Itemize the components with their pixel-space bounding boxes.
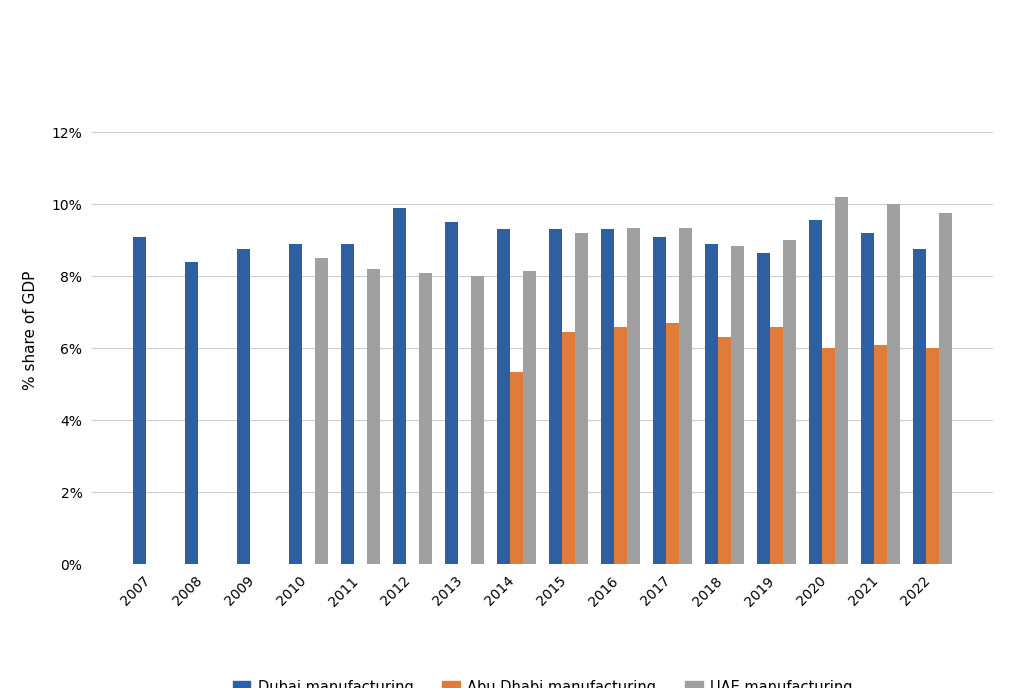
Bar [510,372,523,564]
Bar [874,345,888,564]
Y-axis label: % share of GDP: % share of GDP [23,270,38,390]
Bar [393,208,407,564]
Bar [809,220,822,564]
Bar [549,230,562,564]
Bar [133,237,146,564]
Bar [706,244,718,564]
Bar [628,228,640,564]
Bar [783,240,797,564]
Bar [836,197,848,564]
Bar [523,271,537,564]
Bar [679,228,692,564]
Bar [653,237,667,564]
Bar [822,348,836,564]
Bar [238,249,250,564]
Bar [888,204,900,564]
Bar [575,233,588,564]
Bar [913,249,927,564]
Bar [185,262,198,564]
Bar [601,230,614,564]
Bar [471,277,484,564]
Bar [368,269,380,564]
Bar [289,244,302,564]
Bar [731,246,744,564]
Text: Share of manufacturing in nominal GDP (%): Share of manufacturing in nominal GDP (%… [50,34,530,54]
Bar [927,348,939,564]
Legend: Dubai manufacturing, Abu Dhabi manufacturing, UAE manufacturing: Dubai manufacturing, Abu Dhabi manufactu… [227,674,858,688]
Bar [758,253,770,564]
Bar [562,332,575,564]
Bar [341,244,354,564]
Bar [861,233,874,564]
Bar [718,337,731,564]
Bar [445,222,458,564]
Bar [614,327,628,564]
Bar [939,213,952,564]
Bar [498,230,510,564]
Bar [770,327,783,564]
Bar [315,258,328,564]
Bar [419,272,432,564]
Bar [667,323,679,564]
